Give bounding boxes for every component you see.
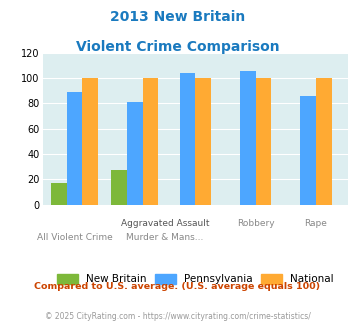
Text: Aggravated Assault: Aggravated Assault (121, 219, 209, 228)
Bar (143, 78, 158, 205)
Bar (127, 102, 143, 205)
Bar (240, 71, 256, 205)
Text: Compared to U.S. average. (U.S. average equals 100): Compared to U.S. average. (U.S. average … (34, 282, 321, 291)
Bar (180, 73, 195, 205)
Text: Violent Crime Comparison: Violent Crime Comparison (76, 40, 279, 53)
Bar (256, 78, 271, 205)
Bar (195, 78, 211, 205)
Bar (300, 96, 316, 205)
Text: All Violent Crime: All Violent Crime (37, 233, 113, 242)
Text: Rape: Rape (305, 219, 327, 228)
Bar (111, 170, 127, 205)
Bar (51, 183, 67, 205)
Text: 2013 New Britain: 2013 New Britain (110, 10, 245, 24)
Bar (67, 92, 82, 205)
Text: Robbery: Robbery (237, 219, 274, 228)
Text: Murder & Mans...: Murder & Mans... (126, 233, 204, 242)
Legend: New Britain, Pennsylvania, National: New Britain, Pennsylvania, National (57, 274, 334, 284)
Text: © 2025 CityRating.com - https://www.cityrating.com/crime-statistics/: © 2025 CityRating.com - https://www.city… (45, 312, 310, 321)
Bar (82, 78, 98, 205)
Bar (316, 78, 332, 205)
